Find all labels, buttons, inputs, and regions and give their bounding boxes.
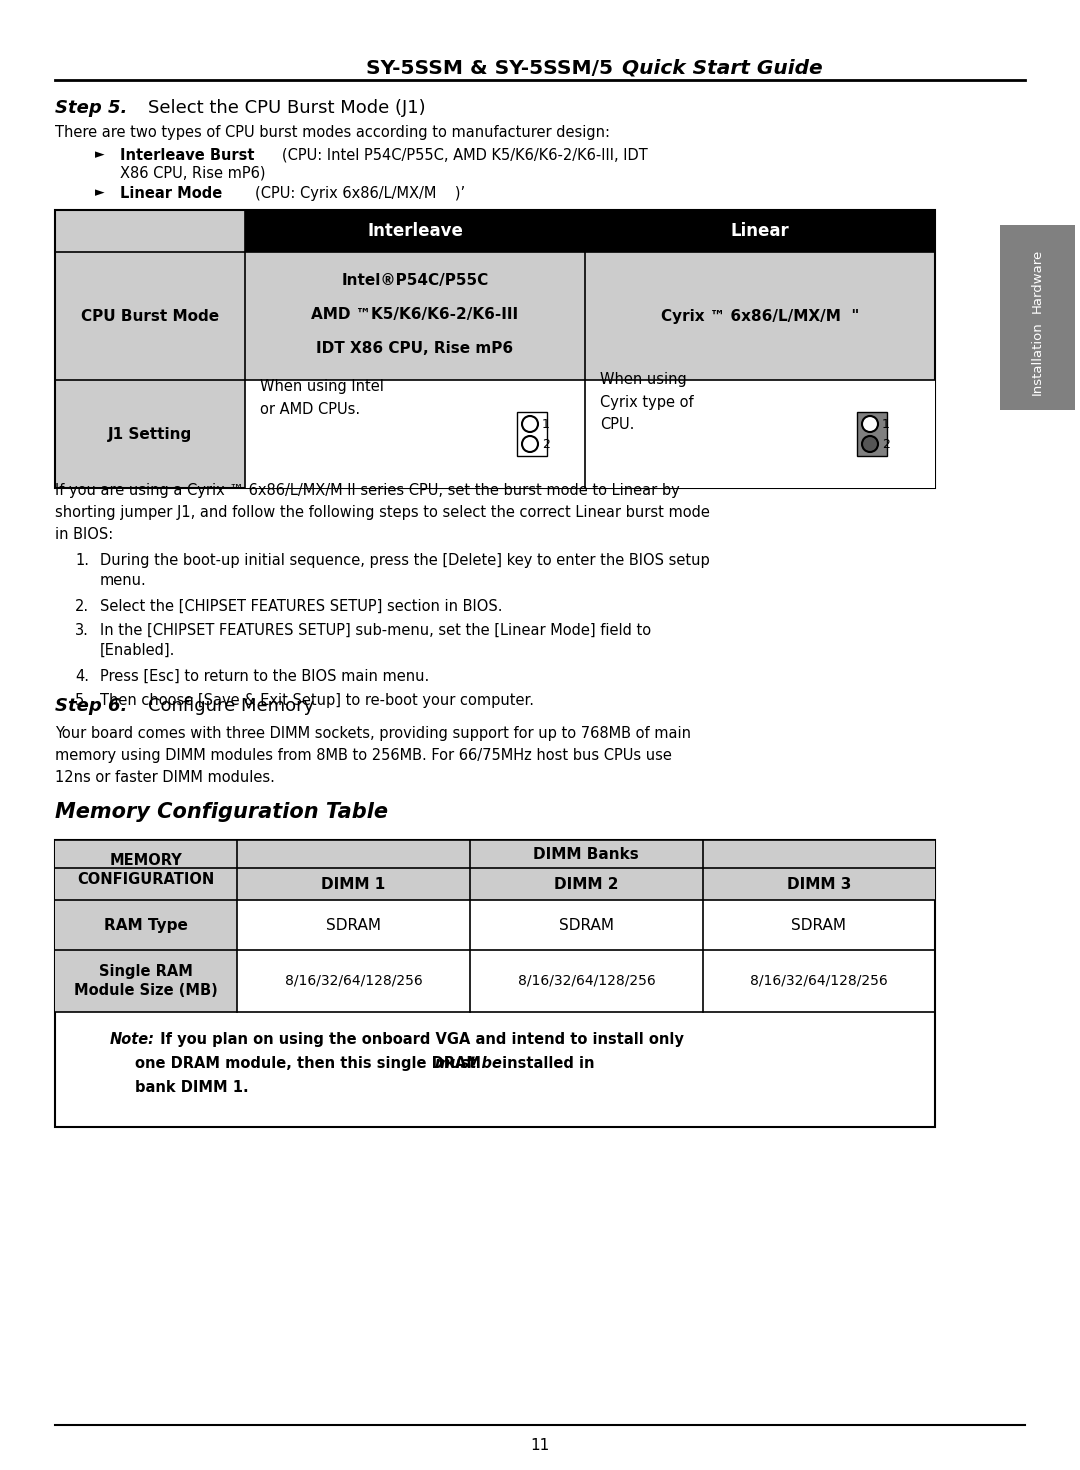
Text: SDRAM: SDRAM — [792, 917, 847, 932]
Text: 8/16/32/64/128/256: 8/16/32/64/128/256 — [517, 975, 656, 988]
Text: one DRAM module, then this single DRAM: one DRAM module, then this single DRAM — [135, 1055, 486, 1072]
Text: (CPU: Cyrix 6x86/L/MX/M    )’: (CPU: Cyrix 6x86/L/MX/M )’ — [218, 185, 465, 200]
Text: Hardware: Hardware — [1031, 248, 1044, 313]
Bar — [55, 950, 237, 1011]
Text: shorting jumper J1, and follow the following steps to select the correct Linear : shorting jumper J1, and follow the follo… — [55, 504, 710, 519]
Text: MEMORY
CONFIGURATION: MEMORY CONFIGURATION — [78, 853, 215, 888]
Text: If you plan on using the onboard VGA and intend to install only: If you plan on using the onboard VGA and… — [156, 1032, 684, 1047]
Text: 2: 2 — [882, 438, 890, 450]
Text: IDT X86 CPU, Rise mP6: IDT X86 CPU, Rise mP6 — [316, 341, 514, 356]
Circle shape — [522, 416, 538, 432]
Bar — [585, 210, 935, 251]
Circle shape — [862, 437, 878, 451]
Text: RAM Type: RAM Type — [104, 917, 188, 932]
Text: 3.: 3. — [75, 622, 89, 638]
Text: AMD ™K5/K6/K6-2/K6-III: AMD ™K5/K6/K6-2/K6-III — [311, 307, 518, 322]
Text: Single RAM
Module Size (MB): Single RAM Module Size (MB) — [75, 964, 218, 998]
Text: Then choose [Save & Exit Setup] to re-boot your computer.: Then choose [Save & Exit Setup] to re-bo… — [100, 692, 534, 707]
Text: Cyrix ™ 6x86/L/MX/M  ": Cyrix ™ 6x86/L/MX/M " — [661, 309, 860, 323]
Text: DIMM 1: DIMM 1 — [322, 876, 386, 891]
Text: DIMM Banks: DIMM Banks — [534, 847, 639, 861]
Text: must be: must be — [435, 1055, 502, 1072]
Text: CPU Burst Mode: CPU Burst Mode — [81, 309, 219, 323]
Text: 4.: 4. — [75, 669, 89, 684]
Circle shape — [522, 437, 538, 451]
Text: Press [Esc] to return to the BIOS main menu.: Press [Esc] to return to the BIOS main m… — [100, 669, 429, 684]
Text: SY-5SSM & SY-5SSM/5: SY-5SSM & SY-5SSM/5 — [366, 59, 620, 78]
Text: Configure Memory: Configure Memory — [148, 697, 314, 714]
Text: SDRAM: SDRAM — [326, 917, 381, 932]
Text: ►: ► — [95, 148, 105, 162]
Text: 5.: 5. — [75, 692, 89, 707]
Text: Linear: Linear — [731, 222, 789, 240]
Text: Installation: Installation — [1031, 322, 1044, 395]
Text: X86 CPU, Rise mP6): X86 CPU, Rise mP6) — [120, 166, 266, 181]
Text: Note:: Note: — [110, 1032, 156, 1047]
Bar — [55, 900, 237, 950]
Text: (CPU: Intel P54C/P55C, AMD K5/K6/K6-2/K6-III, IDT: (CPU: Intel P54C/P55C, AMD K5/K6/K6-2/K6… — [268, 147, 648, 163]
Text: [Enabled].: [Enabled]. — [100, 642, 175, 657]
Text: 8/16/32/64/128/256: 8/16/32/64/128/256 — [751, 975, 888, 988]
Text: J1 Setting: J1 Setting — [108, 426, 192, 441]
Text: menu.: menu. — [100, 572, 147, 588]
Text: 1: 1 — [542, 417, 550, 431]
Text: 1: 1 — [882, 417, 890, 431]
Text: If you are using a Cyrix ™ 6x86/L/MX/M II series CPU, set the burst mode to Line: If you are using a Cyrix ™ 6x86/L/MX/M I… — [55, 482, 679, 497]
Text: Quick Start Guide: Quick Start Guide — [622, 59, 823, 78]
Text: DIMM 3: DIMM 3 — [787, 876, 851, 891]
Text: 1.: 1. — [75, 553, 89, 567]
Text: in BIOS:: in BIOS: — [55, 526, 113, 541]
Bar — [55, 210, 935, 488]
Text: Your board comes with three DIMM sockets, providing support for up to 768MB of m: Your board comes with three DIMM sockets… — [55, 726, 691, 741]
Text: Interleave Burst: Interleave Burst — [120, 147, 255, 163]
Text: Step 5.: Step 5. — [55, 98, 127, 118]
Text: DIMM 2: DIMM 2 — [554, 876, 619, 891]
Text: bank DIMM 1.: bank DIMM 1. — [135, 1080, 248, 1095]
Bar — [1000, 225, 1075, 410]
Text: When using
Cyrix type of
CPU.: When using Cyrix type of CPU. — [600, 372, 693, 432]
Text: 11: 11 — [530, 1438, 550, 1452]
Text: Select the [CHIPSET FEATURES SETUP] section in BIOS.: Select the [CHIPSET FEATURES SETUP] sect… — [100, 598, 502, 613]
Text: In the [CHIPSET FEATURES SETUP] sub-menu, set the [Linear Mode] field to: In the [CHIPSET FEATURES SETUP] sub-menu… — [100, 622, 651, 638]
Text: 12ns or faster DIMM modules.: 12ns or faster DIMM modules. — [55, 769, 275, 785]
Text: 2.: 2. — [75, 598, 90, 613]
Text: Step 6.: Step 6. — [55, 697, 127, 714]
Text: Select the CPU Burst Mode (J1): Select the CPU Burst Mode (J1) — [148, 98, 426, 118]
Circle shape — [862, 416, 878, 432]
Text: Linear Mode: Linear Mode — [120, 185, 222, 200]
Text: Interleave: Interleave — [367, 222, 463, 240]
Text: SDRAM: SDRAM — [559, 917, 615, 932]
Bar — [858, 412, 887, 456]
Bar — [55, 839, 237, 900]
Text: When using Intel
or AMD CPUs.: When using Intel or AMD CPUs. — [260, 379, 383, 416]
Text: Memory Configuration Table: Memory Configuration Table — [55, 803, 388, 822]
Bar — [237, 839, 935, 867]
Text: 8/16/32/64/128/256: 8/16/32/64/128/256 — [285, 975, 422, 988]
Text: installed in: installed in — [497, 1055, 594, 1072]
Text: 2: 2 — [542, 438, 550, 450]
Bar — [517, 412, 546, 456]
Bar — [245, 381, 935, 488]
Bar — [245, 210, 585, 251]
Text: memory using DIMM modules from 8MB to 256MB. For 66/75MHz host bus CPUs use: memory using DIMM modules from 8MB to 25… — [55, 748, 672, 763]
Bar — [55, 839, 935, 1127]
Bar — [237, 867, 935, 900]
Text: During the boot-up initial sequence, press the [Delete] key to enter the BIOS se: During the boot-up initial sequence, pre… — [100, 553, 710, 567]
Text: Intel®P54C/P55C: Intel®P54C/P55C — [341, 272, 488, 288]
Text: ►: ► — [95, 187, 105, 200]
Text: There are two types of CPU burst modes according to manufacturer design:: There are two types of CPU burst modes a… — [55, 125, 610, 140]
